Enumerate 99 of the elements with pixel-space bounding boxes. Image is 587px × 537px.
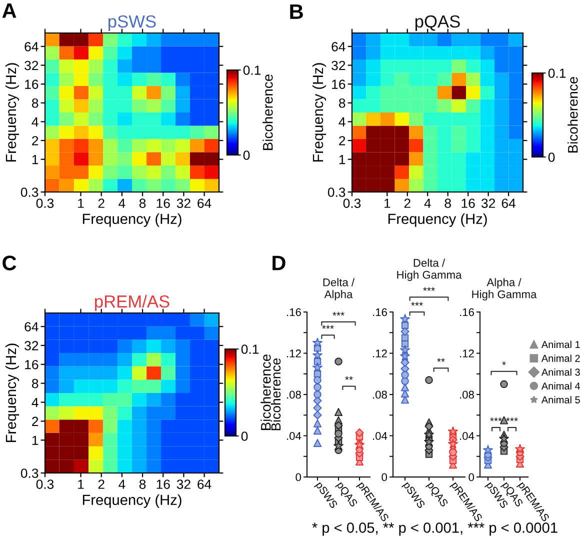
y-axis-title: Frequency (Hz): [312, 63, 326, 162]
x-tick-label: 4: [118, 480, 126, 489]
x-tick-label: 8: [139, 480, 146, 489]
y-tick-label: .08: [460, 390, 474, 399]
x-tick-label: 1: [78, 480, 84, 489]
text: C: [2, 256, 16, 270]
y-tick-label: 0.3: [20, 188, 38, 197]
x-tick-label: 32: [176, 480, 190, 489]
y-tick-label: 4: [32, 398, 38, 408]
color-bar-label: 0: [243, 150, 250, 160]
y-tick-label: 2: [339, 136, 346, 146]
legend-label: Animal 2: [541, 354, 580, 362]
y-tick-label: .08: [373, 390, 387, 399]
text: A: [2, 3, 16, 18]
text: ***: [423, 287, 435, 291]
color-bar-title: Bicoherence: [568, 77, 578, 152]
chart-title: Delta / High Gamma: [397, 258, 462, 281]
annotation: ***: [490, 418, 502, 422]
text: * p < 0.05, ** p < 0.001, *** p < 0.0001: [312, 522, 558, 536]
color-bar-title: Bicoherence: [260, 354, 271, 430]
y-tick-label: 0: [468, 473, 474, 482]
color-bar-title: Bicoherence: [262, 74, 273, 150]
text: D: [272, 256, 286, 270]
y-tick-label: 16: [25, 360, 38, 370]
x-tick-label: 2: [98, 480, 104, 489]
annotation: **: [345, 376, 353, 380]
y-tick-label: .16: [460, 308, 474, 316]
y-tick-label: 16: [332, 80, 346, 89]
x-tick-label: 16: [156, 198, 170, 208]
x-axis-title: Frequency (Hz): [82, 213, 182, 227]
y-axis-title: Frequency (Hz): [5, 344, 20, 442]
y-tick-label: 0.3: [20, 468, 38, 478]
y-tick-label: .16: [287, 308, 301, 316]
y-tick-label: 8: [32, 378, 38, 388]
y-tick-label: 2: [32, 416, 38, 426]
y-tick-label: 64: [24, 322, 38, 332]
y-tick-label: .12: [460, 350, 474, 358]
x-tick-label: 32: [481, 198, 495, 208]
text: ***: [411, 302, 423, 306]
y-tick-label: .08: [287, 390, 301, 399]
y-tick-label: .04: [460, 432, 474, 440]
y-axis-title: Frequency (Hz): [5, 63, 20, 162]
x-tick-label: 64: [502, 198, 516, 208]
y-tick-label: 1: [32, 155, 38, 164]
x-tick-label: 16: [156, 480, 170, 489]
annotation: ***: [322, 325, 334, 329]
y-tick-label: 32: [332, 60, 346, 70]
chart-title: pSWS: [108, 15, 156, 32]
y-tick-label: 16: [25, 80, 38, 89]
y-tick-label: 32: [24, 341, 38, 350]
y-axis-title: Bicoherence: [270, 358, 281, 430]
x-axis-title: Frequency (Hz): [388, 213, 487, 227]
chart-title: Alpha / High Gamma: [472, 278, 537, 300]
y-tick-label: 32: [24, 60, 38, 70]
x-tick-label: 8: [139, 198, 146, 208]
y-tick-label: .12: [287, 350, 301, 358]
color-bar-label: 0: [241, 432, 248, 441]
color-bar-label: 0.1: [241, 344, 259, 354]
x-tick-label: 4: [424, 198, 431, 208]
y-tick-label: 1: [32, 436, 38, 445]
y-tick-label: 4: [338, 117, 346, 126]
y-tick-label: 2: [32, 136, 38, 146]
y-tick-label: 8: [338, 98, 346, 108]
legend-label: Animal 1: [541, 340, 580, 348]
annotation: **: [437, 358, 445, 362]
x-tick-label: 8: [444, 198, 451, 208]
legend-label: Animal 5: [541, 396, 580, 404]
x-tick-label: 32: [176, 198, 190, 208]
y-tick-label: 64: [332, 42, 346, 52]
chart-title: pQAS: [415, 15, 460, 32]
y-tick-label: 4: [32, 117, 38, 126]
x-tick-label: 4: [118, 198, 126, 208]
color-bar-label: 0: [548, 152, 555, 162]
x-axis-title: Frequency (Hz): [82, 494, 182, 508]
y-tick-label: .12: [373, 350, 387, 358]
x-tick-label: 64: [198, 480, 212, 489]
x-tick-label: 2: [98, 198, 104, 208]
y-tick-label: 8: [32, 98, 38, 108]
y-tick-label: 0: [382, 473, 388, 482]
annotation: ***: [506, 418, 518, 422]
legend-label: Animal 4: [541, 382, 580, 390]
y-tick-label: .04: [373, 432, 388, 440]
annotation: ***: [332, 312, 344, 316]
x-tick-label: 1: [78, 198, 84, 208]
color-bar-label: 0.1: [548, 68, 566, 78]
legend-label: Animal 3: [541, 368, 580, 376]
chart-title: pREM/AS: [95, 294, 170, 312]
y-tick-label: 0.3: [328, 188, 346, 197]
color-bar-label: 0.1: [243, 66, 261, 75]
y-tick-label: 0: [296, 473, 302, 482]
y-tick-label: .04: [287, 432, 302, 440]
y-tick-label: 1: [339, 155, 346, 164]
chart-title: Delta / Alpha: [323, 278, 355, 300]
x-tick-label: 64: [198, 198, 212, 208]
text: B: [290, 4, 303, 19]
annotation: *: [502, 361, 506, 366]
x-tick-label: 2: [404, 198, 410, 208]
y-tick-label: .16: [373, 308, 387, 316]
y-tick-label: 64: [24, 42, 38, 52]
